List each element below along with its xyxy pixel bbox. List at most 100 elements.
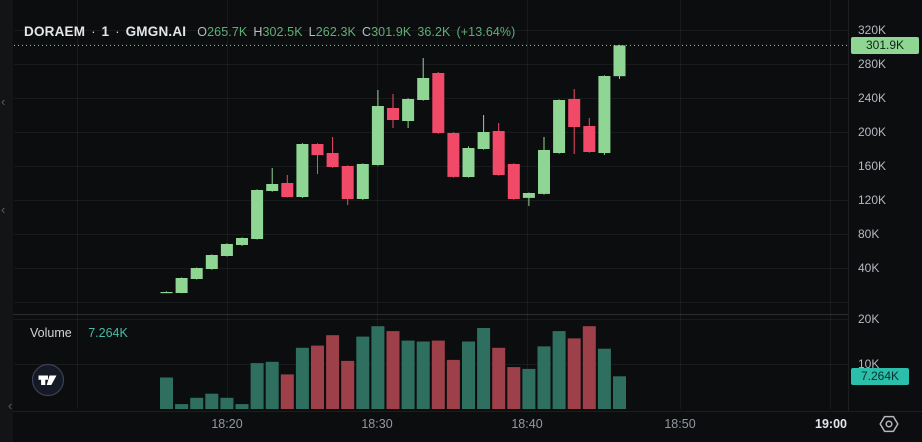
legend-separator: · xyxy=(115,24,120,39)
candle-body xyxy=(296,144,309,197)
candle-body xyxy=(522,193,535,198)
volume-bar xyxy=(205,393,219,409)
candle-body xyxy=(281,183,294,197)
candle-body xyxy=(417,78,430,100)
settings-gear-icon[interactable] xyxy=(877,412,901,436)
volume-bar xyxy=(507,367,521,409)
candle-body xyxy=(236,238,248,245)
price-tick-label: 40K xyxy=(858,261,880,275)
volume-bar xyxy=(265,361,279,410)
candle-body xyxy=(402,99,415,121)
candle xyxy=(371,90,384,166)
candle-body xyxy=(583,126,596,152)
volume-bar xyxy=(446,359,460,409)
volume-bar xyxy=(280,374,294,409)
volume-value: 7.264K xyxy=(88,326,128,340)
price-tick-label: 280K xyxy=(858,57,887,71)
candlestick-series xyxy=(160,44,626,294)
candle xyxy=(341,165,354,205)
candle xyxy=(251,189,264,240)
open-value: 265.7K xyxy=(207,25,248,39)
candle-body xyxy=(447,133,460,177)
volume-bar xyxy=(431,340,445,409)
time-label: 18:30 xyxy=(361,417,393,431)
candle xyxy=(447,132,460,178)
high-value: 302.5K xyxy=(262,25,303,39)
volume-bar xyxy=(160,377,173,409)
volume-bar xyxy=(356,336,370,409)
change-abs: 36.2K xyxy=(417,25,451,39)
volume-series xyxy=(160,326,626,410)
candle-body xyxy=(356,164,369,199)
candle xyxy=(402,98,415,128)
collapse-chevron-icon[interactable]: ‹ xyxy=(8,398,13,413)
time-label: 18:40 xyxy=(511,417,543,431)
candle xyxy=(462,146,475,178)
volume-bar xyxy=(522,368,536,409)
candle-body xyxy=(553,100,566,153)
time-label: 18:50 xyxy=(664,417,696,431)
volume-bar xyxy=(311,345,324,409)
volume-bar xyxy=(295,347,309,409)
candle-body xyxy=(190,268,203,279)
candle-body xyxy=(432,73,445,133)
candle xyxy=(175,277,188,294)
change-pct: (+13.64%) xyxy=(456,25,516,39)
candle-body xyxy=(568,99,581,127)
volume-bar xyxy=(537,346,551,409)
candle-body xyxy=(160,292,173,294)
tradingview-logo[interactable] xyxy=(31,363,65,397)
ohlc-readout: O265.7K H302.5K L262.3K C301.9K 36.2K (+13.64… xyxy=(197,25,521,39)
candle-body xyxy=(266,184,279,191)
chart-interval: 1 xyxy=(101,24,110,39)
symbol-legend[interactable]: DORAEM · 1 · GMGN.AI O265.7K H302.5K L262.… xyxy=(24,24,521,39)
candle-body xyxy=(341,166,354,199)
volume-bar xyxy=(552,331,566,409)
candle-body xyxy=(462,148,475,177)
candle xyxy=(477,115,490,150)
volume-bar xyxy=(567,338,581,409)
candle-body xyxy=(387,108,399,120)
close-key: C xyxy=(361,25,372,39)
volume-bar xyxy=(250,363,264,409)
candle-body xyxy=(492,131,505,175)
platform-name: GMGN.AI xyxy=(125,24,187,39)
price-tick-label: 80K xyxy=(858,227,880,241)
candle-body xyxy=(220,244,233,256)
high-key: H xyxy=(253,25,263,39)
tradingview-logo-icon xyxy=(31,363,65,397)
candle xyxy=(598,75,611,155)
volume-bar xyxy=(462,341,475,409)
volume-label: Volume xyxy=(30,326,72,340)
price-axis[interactable]: 320K 280K 240K 200K 160K 120K 80K 40K 20K 10K xyxy=(848,0,922,442)
symbol-name: DORAEM xyxy=(24,24,86,39)
candle-body xyxy=(251,190,264,239)
volume-bar xyxy=(371,326,385,409)
candle xyxy=(522,192,535,206)
time-axis[interactable]: 18:20 18:30 18:40 18:50 19:00 xyxy=(0,411,922,442)
volume-legend[interactable]: Volume 7.264K xyxy=(30,326,128,340)
volume-bar xyxy=(386,331,400,409)
last-price-badge: 301.9K xyxy=(851,37,919,54)
candle xyxy=(568,89,581,154)
candle-body xyxy=(311,144,324,156)
candle xyxy=(220,243,233,257)
volume-bar xyxy=(341,360,355,409)
candle xyxy=(492,123,505,176)
low-value: 262.3K xyxy=(315,25,356,39)
candle-body xyxy=(538,150,550,194)
price-tick-label: 320K xyxy=(858,23,887,37)
price-tick-label: 240K xyxy=(858,91,887,105)
candle xyxy=(507,163,520,200)
candle xyxy=(326,137,339,168)
gridlines xyxy=(14,0,848,409)
time-label: 18:20 xyxy=(211,417,243,431)
collapse-chevron-icon[interactable]: ‹ xyxy=(1,94,6,109)
candle xyxy=(538,137,550,195)
candle-body xyxy=(598,76,611,153)
volume-bar xyxy=(190,397,204,410)
collapse-chevron-icon[interactable]: ‹ xyxy=(1,202,6,217)
low-key: L xyxy=(308,25,316,39)
volume-bar xyxy=(416,341,430,409)
